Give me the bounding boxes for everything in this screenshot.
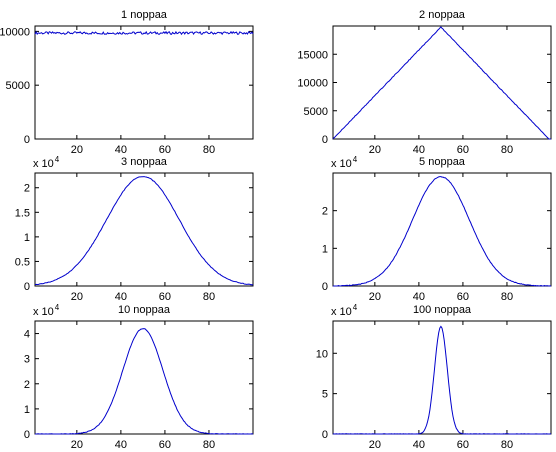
x-tick-label: 80 (501, 439, 513, 451)
y-tick-label: 1 (24, 232, 30, 244)
x-tick-label: 40 (115, 144, 127, 156)
y-tick-label: 4 (24, 329, 30, 341)
y-tick-label: 0 (24, 134, 30, 146)
subplot-2: 2 noppaa 20 40 60 80 0 5000 10000 15000 (297, 9, 552, 156)
x-tick-label: 20 (369, 144, 381, 156)
y-tick-label: 2 (24, 183, 30, 195)
axes-frame (332, 25, 552, 140)
x-tick-label: 60 (457, 439, 469, 451)
x-tick-label: 80 (203, 439, 215, 451)
y-tick-label: 0 (24, 281, 30, 293)
x-tick-label: 60 (457, 144, 469, 156)
y-tick-label: 1.5 (15, 207, 30, 219)
y-tick-label: 15000 (297, 49, 328, 61)
axes-frame (34, 172, 254, 287)
subplot-5: 10 noppaa 20 40 60 80 0 1 2 3 4x 104 (24, 303, 254, 451)
x-tick-label: 40 (115, 291, 127, 303)
x-tick-label: 60 (457, 291, 469, 303)
y-tick-label: 10 (316, 348, 328, 360)
x-tick-label: 40 (413, 291, 425, 303)
series-line (35, 328, 254, 435)
x-tick-label: 60 (159, 144, 171, 156)
series-line (34, 30, 254, 36)
y-tick-label: 0 (322, 281, 328, 293)
y-multiplier-label: x 104 (331, 303, 358, 318)
x-tick-label: 20 (71, 291, 83, 303)
x-tick-label: 20 (369, 291, 381, 303)
y-tick-label: 1 (322, 243, 328, 255)
x-tick-label: 40 (413, 439, 425, 451)
x-tick-label: 60 (159, 439, 171, 451)
y-tick-label: 10000 (0, 26, 30, 38)
y-tick-label: 2 (322, 206, 328, 218)
y-multiplier-label: x 104 (33, 155, 60, 170)
y-tick-label: 0 (322, 429, 328, 441)
subplot-4: 5 noppaa 20 40 60 80 0 1 2 x 104 (322, 155, 552, 303)
subplot-title: 100 noppaa (413, 304, 472, 316)
subplot-3: 3 noppaa 20 40 60 80 0 0.5 1 1.5 2 x 104 (15, 155, 254, 303)
subplot-6: 100 noppaa 20 40 60 80 0 5 10 x 104 (316, 303, 552, 451)
subplot-title: 2 noppaa (419, 9, 466, 21)
y-multiplier-label: x 104 (33, 303, 60, 318)
y-tick-label: 2 (24, 379, 30, 391)
subplot-title: 10 noppaa (118, 304, 171, 316)
axes-frame (332, 172, 552, 287)
subplot-title: 3 noppaa (121, 156, 168, 168)
x-tick-label: 20 (71, 439, 83, 451)
x-tick-label: 20 (369, 439, 381, 451)
series-line (332, 325, 552, 435)
x-tick-label: 60 (159, 291, 171, 303)
y-tick-label: 5 (322, 389, 328, 401)
series-line (333, 176, 552, 287)
series-line (34, 176, 254, 286)
y-tick-label: 10000 (297, 78, 328, 90)
subplot-1: 1 noppaa 20 40 60 80 0 5000 10000 (0, 9, 254, 156)
x-tick-label: 80 (501, 144, 513, 156)
y-multiplier-label: x 104 (331, 155, 358, 170)
axes-frame (332, 320, 552, 435)
series-line (332, 26, 552, 140)
y-tick-label: 3 (24, 354, 30, 366)
x-tick-label: 20 (71, 144, 83, 156)
y-tick-label: 1 (24, 404, 30, 416)
axes-frame (34, 320, 254, 435)
y-tick-label: 0 (24, 429, 30, 441)
x-tick-label: 40 (115, 439, 127, 451)
axes-frame (34, 25, 254, 140)
y-tick-label: 0 (322, 134, 328, 146)
x-tick-label: 80 (203, 144, 215, 156)
y-tick-label: 0.5 (15, 256, 30, 268)
subplot-title: 1 noppaa (121, 9, 168, 21)
y-tick-label: 5000 (6, 80, 30, 92)
x-tick-label: 80 (501, 291, 513, 303)
y-tick-label: 5000 (304, 106, 328, 118)
x-tick-label: 80 (203, 291, 215, 303)
x-tick-label: 40 (413, 144, 425, 156)
subplot-title: 5 noppaa (419, 156, 466, 168)
